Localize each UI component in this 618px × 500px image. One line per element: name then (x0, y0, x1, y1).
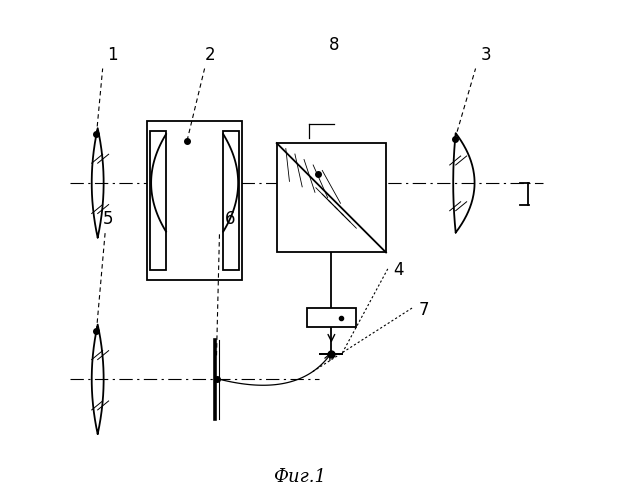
Bar (307, 308, 356, 327)
Text: 3: 3 (481, 46, 491, 64)
Text: 1: 1 (108, 46, 118, 64)
Bar (223, 130, 239, 270)
Text: 5: 5 (103, 210, 113, 228)
Text: 7: 7 (418, 300, 429, 318)
Text: 8: 8 (329, 36, 339, 54)
Text: Фиг.1: Фиг.1 (273, 468, 326, 486)
Text: 2: 2 (205, 46, 215, 64)
Text: 4: 4 (394, 261, 404, 279)
Bar (150, 130, 166, 270)
Bar (277, 143, 386, 252)
Text: 6: 6 (224, 210, 235, 228)
Bar (148, 120, 242, 280)
